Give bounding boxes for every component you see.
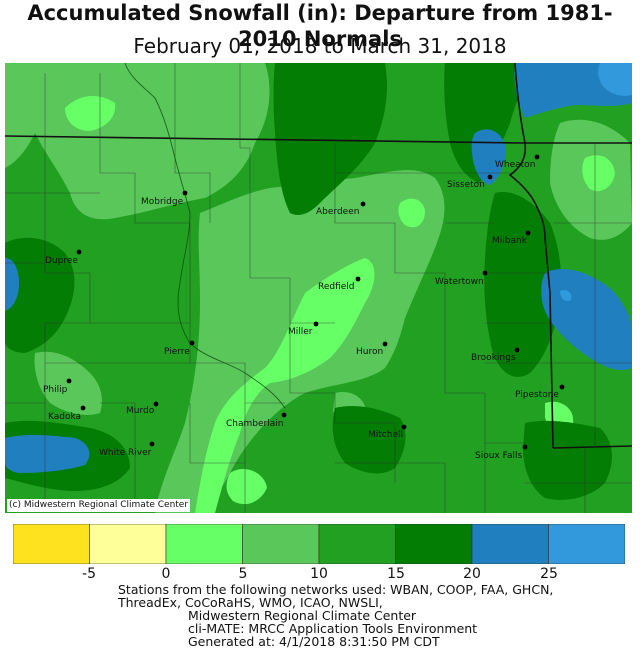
city-sioux-falls: Sioux Falls xyxy=(475,444,528,461)
legend-bin-20-25 xyxy=(471,524,549,564)
region-0-5-aberdeen xyxy=(398,198,425,228)
region-15-20-west xyxy=(5,237,75,353)
legend-tick-label: 0 xyxy=(161,566,171,582)
legend-tick-label: -5 xyxy=(82,566,96,582)
svg-text:Pipestone: Pipestone xyxy=(515,390,559,400)
city-milbank: Milbank xyxy=(492,230,531,246)
region-15-20-northcentral xyxy=(273,63,387,215)
city-wheaton: Wheaton xyxy=(495,154,540,170)
legend-bin-15-20 xyxy=(395,524,473,564)
region-0-5-southwest xyxy=(226,468,267,505)
city-huron: Huron xyxy=(356,341,388,357)
region-20-25-west xyxy=(5,258,19,311)
svg-text:Wheaton: Wheaton xyxy=(495,160,535,170)
legend-bin-lt-neg5 xyxy=(13,524,90,564)
city-dupree: Dupree xyxy=(45,249,82,266)
svg-text:Huron: Huron xyxy=(356,347,383,357)
region-0-5-north xyxy=(65,96,116,131)
footer-line: Stations from the following networks use… xyxy=(118,582,554,597)
legend-tick-label: 15 xyxy=(387,566,405,582)
svg-text:Pierre: Pierre xyxy=(164,347,190,357)
missouri-river xyxy=(124,63,286,409)
region-20-25-southwest xyxy=(5,434,90,473)
svg-text:Watertown: Watertown xyxy=(435,277,484,287)
svg-text:Brookings: Brookings xyxy=(471,353,516,363)
region-15-20-northeast xyxy=(444,63,535,183)
footer-line: Midwestern Regional Climate Center xyxy=(188,608,417,623)
svg-text:Kadoka: Kadoka xyxy=(48,412,81,422)
legend-bin-gt25 xyxy=(548,524,625,564)
svg-text:Redfield: Redfield xyxy=(318,282,355,292)
color-legend xyxy=(13,524,625,564)
city-sisseton: Sisseton xyxy=(447,174,493,190)
city-murdo: Murdo xyxy=(126,401,159,416)
region-5-10-west xyxy=(5,63,65,168)
sd-ia-border xyxy=(552,445,632,449)
sd-mn-border xyxy=(508,63,554,449)
svg-text:Mitchell: Mitchell xyxy=(368,430,403,440)
footer-line: ThreadEx, CoCoRaHS, WMO, ICAO, NWSLI, xyxy=(118,595,383,610)
svg-text:Mobridge: Mobridge xyxy=(141,197,184,207)
svg-text:Sisseton: Sisseton xyxy=(447,180,485,190)
region-5-10-southwest xyxy=(34,351,102,415)
snowfall-departure-map: Mobridge Aberdeen Sisseton Wheaton Dupre… xyxy=(5,63,632,513)
svg-text:Milbank: Milbank xyxy=(492,236,528,246)
legend-tick-label: 25 xyxy=(540,566,558,582)
city-chamberlain: Chamberlain xyxy=(226,412,287,429)
city-pipestone: Pipestone xyxy=(515,384,565,400)
svg-text:Murdo: Murdo xyxy=(126,406,155,416)
legend-bin-0-5 xyxy=(165,524,243,564)
region-0-5-central xyxy=(195,258,375,513)
city-brookings: Brookings xyxy=(471,347,520,363)
county-lines xyxy=(5,63,632,513)
region-gt25-northeast xyxy=(598,63,632,96)
svg-text:Aberdeen: Aberdeen xyxy=(316,207,359,217)
legend-tick-label: 10 xyxy=(310,566,328,582)
svg-text:Dupree: Dupree xyxy=(45,256,78,266)
svg-text:Chamberlain: Chamberlain xyxy=(226,419,283,429)
city-redfield: Redfield xyxy=(318,276,361,292)
svg-text:Sioux Falls: Sioux Falls xyxy=(475,451,522,461)
svg-text:Miller: Miller xyxy=(288,327,313,337)
region-15-20-east xyxy=(484,192,562,377)
svg-text:White River: White River xyxy=(99,448,152,458)
credit-label: (c) Midwestern Regional Climate Center xyxy=(7,499,191,512)
city-watertown: Watertown xyxy=(435,270,488,287)
map-title: Accumulated Snowfall (in): Departure fro… xyxy=(27,1,613,51)
region-15-20-southeast xyxy=(523,420,612,500)
legend-bin-5-10 xyxy=(242,524,320,564)
city-miller: Miller xyxy=(288,321,319,337)
city-aberdeen: Aberdeen xyxy=(316,201,366,217)
city-philip: Philip xyxy=(43,378,72,395)
map-subtitle: February 01, 2018 to March 31, 2018 xyxy=(133,34,507,58)
region-gt25-east xyxy=(560,290,572,301)
legend-tick-label: 20 xyxy=(463,566,481,582)
city-pierre: Pierre xyxy=(164,340,195,357)
svg-text:Philip: Philip xyxy=(43,385,68,395)
footer-notes: Stations from the following networks use… xyxy=(118,583,553,648)
city-white-river: White River xyxy=(99,441,155,458)
legend-bin-10-15 xyxy=(318,524,396,564)
footer-line: cli-MATE: MRCC Application Tools Environ… xyxy=(188,621,478,636)
city-mitchell: Mitchell xyxy=(368,424,407,440)
city-mobridge: Mobridge xyxy=(141,190,188,207)
footer-line: Generated at: 4/1/2018 8:31:50 PM CDT xyxy=(188,634,440,649)
region-0-5-east xyxy=(582,155,615,192)
city-markers: Mobridge Aberdeen Sisseton Wheaton Dupre… xyxy=(43,154,565,461)
legend-bin-neg5-0 xyxy=(89,524,167,564)
legend-ticks: -5 0 5 10 15 20 25 xyxy=(0,566,640,586)
legend-tick-label: 5 xyxy=(238,566,248,582)
city-kadoka: Kadoka xyxy=(48,405,86,422)
